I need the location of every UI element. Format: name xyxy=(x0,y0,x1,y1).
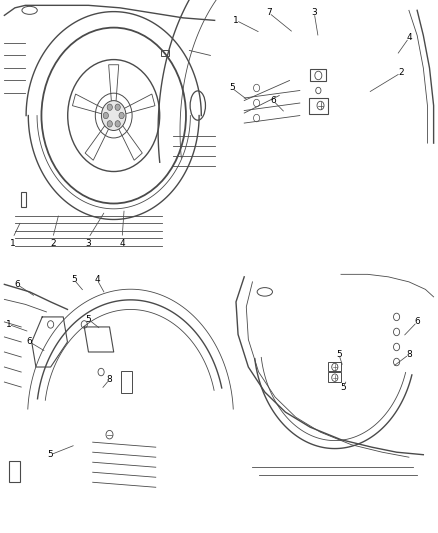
Text: 5: 5 xyxy=(48,450,53,459)
Circle shape xyxy=(102,101,126,131)
Text: 7: 7 xyxy=(266,9,272,18)
Text: 4: 4 xyxy=(406,34,412,43)
Text: 6: 6 xyxy=(270,96,276,105)
Text: 1: 1 xyxy=(6,320,11,329)
Text: 5: 5 xyxy=(71,275,77,284)
Text: 5: 5 xyxy=(340,383,346,392)
Text: 1: 1 xyxy=(233,16,239,25)
Circle shape xyxy=(119,112,124,119)
Text: 5: 5 xyxy=(85,315,92,324)
Text: 4: 4 xyxy=(94,275,100,284)
Text: 6: 6 xyxy=(27,337,32,346)
Text: 6: 6 xyxy=(414,318,420,326)
Text: 8: 8 xyxy=(406,350,412,359)
Text: 3: 3 xyxy=(311,9,317,18)
Text: 3: 3 xyxy=(85,239,92,248)
Text: 6: 6 xyxy=(14,280,20,289)
Text: 1: 1 xyxy=(10,239,16,248)
Text: 4: 4 xyxy=(119,239,125,248)
Circle shape xyxy=(103,112,109,119)
Text: 5: 5 xyxy=(336,350,342,359)
Text: 2: 2 xyxy=(398,68,403,77)
Circle shape xyxy=(115,104,120,110)
Circle shape xyxy=(115,120,120,127)
Circle shape xyxy=(107,120,113,127)
Text: 5: 5 xyxy=(229,84,235,93)
Text: 8: 8 xyxy=(106,375,113,384)
Circle shape xyxy=(107,104,113,110)
Text: 2: 2 xyxy=(50,239,56,248)
